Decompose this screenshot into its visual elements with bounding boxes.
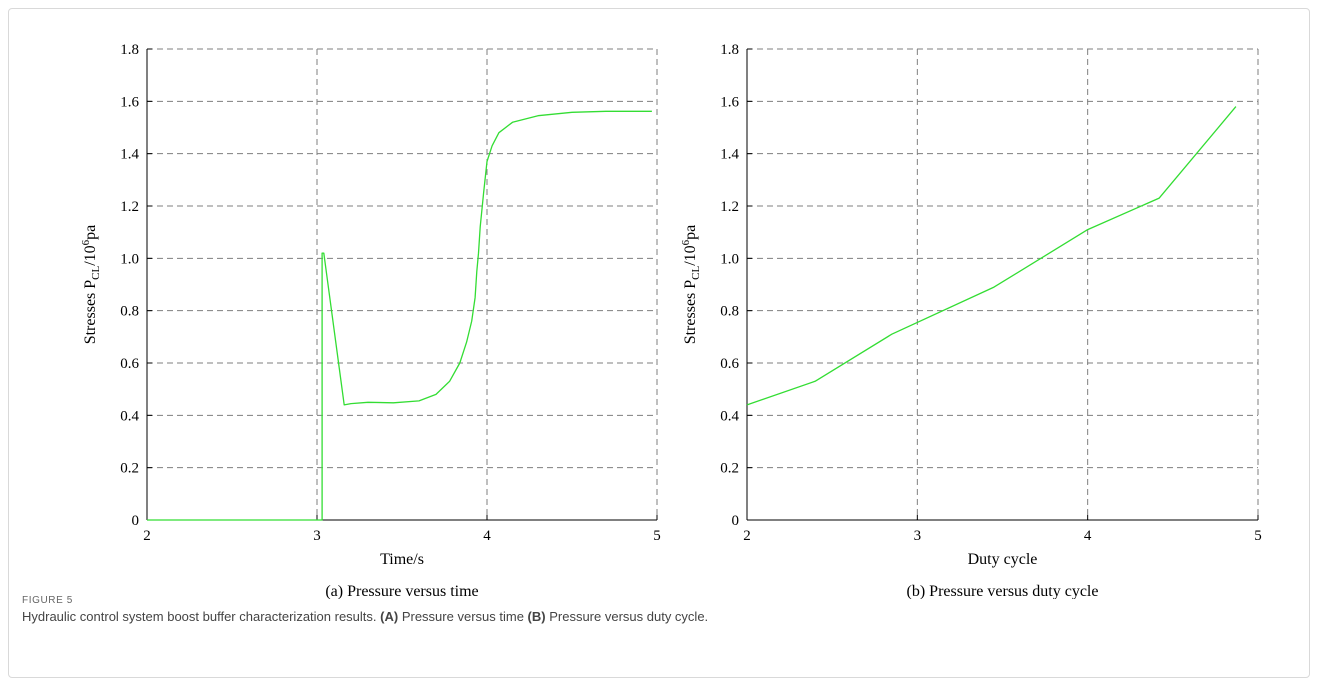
x-tick-label: 2: [743, 528, 751, 544]
y-tick-label: 0.6: [720, 356, 739, 372]
chart-panel-a: 0 0.2 0.4 0.6 0.8 1.0 1.2 1.4 1.6 1.8 2 3 4 5 Time/s St…: [80, 42, 661, 599]
series-line: [746, 106, 1237, 406]
y-tick-label: 0.2: [120, 461, 139, 477]
caption-b-tag: (B): [527, 609, 546, 624]
y-axis-label: Stresses PCL/106pa: [680, 225, 702, 345]
chart-subtitle: (a) Pressure versus time: [325, 583, 478, 599]
y-tick-label: 1.8: [120, 42, 139, 58]
y-tick-label: 1.0: [720, 251, 739, 267]
y-tick-label: 1.0: [120, 251, 139, 267]
figure-caption: FIGURE 5 Hydraulic control system boost …: [22, 595, 1292, 624]
y-tick-label: 1.6: [120, 94, 139, 110]
chart-subtitle: (b) Pressure versus duty cycle: [907, 583, 1099, 599]
x-tick-label: 3: [914, 528, 922, 544]
y-tick-label: 1.2: [720, 199, 739, 215]
x-tick-label: 5: [653, 528, 661, 544]
y-tick-label: 1.4: [720, 147, 739, 163]
y-tick-label: 0.2: [720, 461, 739, 477]
y-tick-label: 0: [732, 513, 740, 529]
x-axis-label: Time/s: [380, 551, 424, 568]
figure-frame: 0 0.2 0.4 0.6 0.8 1.0 1.2 1.4 1.6 1.8 2 3 4 5 Time/s St…: [8, 8, 1310, 678]
x-tick-label: 3: [313, 528, 321, 544]
y-tick-label: 0.8: [720, 304, 739, 320]
caption-a-tag: (A): [380, 609, 399, 624]
y-tick-label: 0.4: [720, 408, 739, 424]
caption-prefix: Hydraulic control system boost buffer ch…: [22, 609, 377, 624]
y-tick-label: 0.6: [120, 356, 139, 372]
x-axis-label: Duty cycle: [968, 551, 1038, 568]
y-tick-label: 1.8: [720, 42, 739, 58]
y-tick-label: 1.4: [120, 147, 139, 163]
caption-b-text: Pressure versus duty cycle.: [549, 609, 709, 624]
y-axis-label: Stresses PCL/106pa: [80, 225, 102, 345]
x-tick-label: 4: [1084, 528, 1092, 544]
chart-panel-b: 0 0.2 0.4 0.6 0.8 1.0 1.2 1.4 1.6 1.8 2 3 4 5 Duty cyc…: [680, 42, 1262, 599]
y-tick-label: 0.8: [120, 304, 139, 320]
figure-canvas: 0 0.2 0.4 0.6 0.8 1.0 1.2 1.4 1.6 1.8 2 3 4 5 Time/s St…: [80, 42, 1262, 599]
x-tick-label: 4: [483, 528, 491, 544]
x-tick-label: 2: [143, 528, 151, 544]
y-tick-label: 0: [132, 513, 140, 529]
figure-label: FIGURE 5: [22, 595, 73, 606]
y-tick-label: 1.6: [720, 94, 739, 110]
y-tick-label: 1.2: [120, 199, 139, 215]
figure-caption-text: Hydraulic control system boost buffer ch…: [22, 609, 1292, 624]
series-line: [147, 110, 652, 521]
caption-a-text: Pressure versus time: [401, 609, 524, 624]
y-tick-label: 0.4: [120, 408, 139, 424]
x-tick-label: 5: [1254, 528, 1262, 544]
